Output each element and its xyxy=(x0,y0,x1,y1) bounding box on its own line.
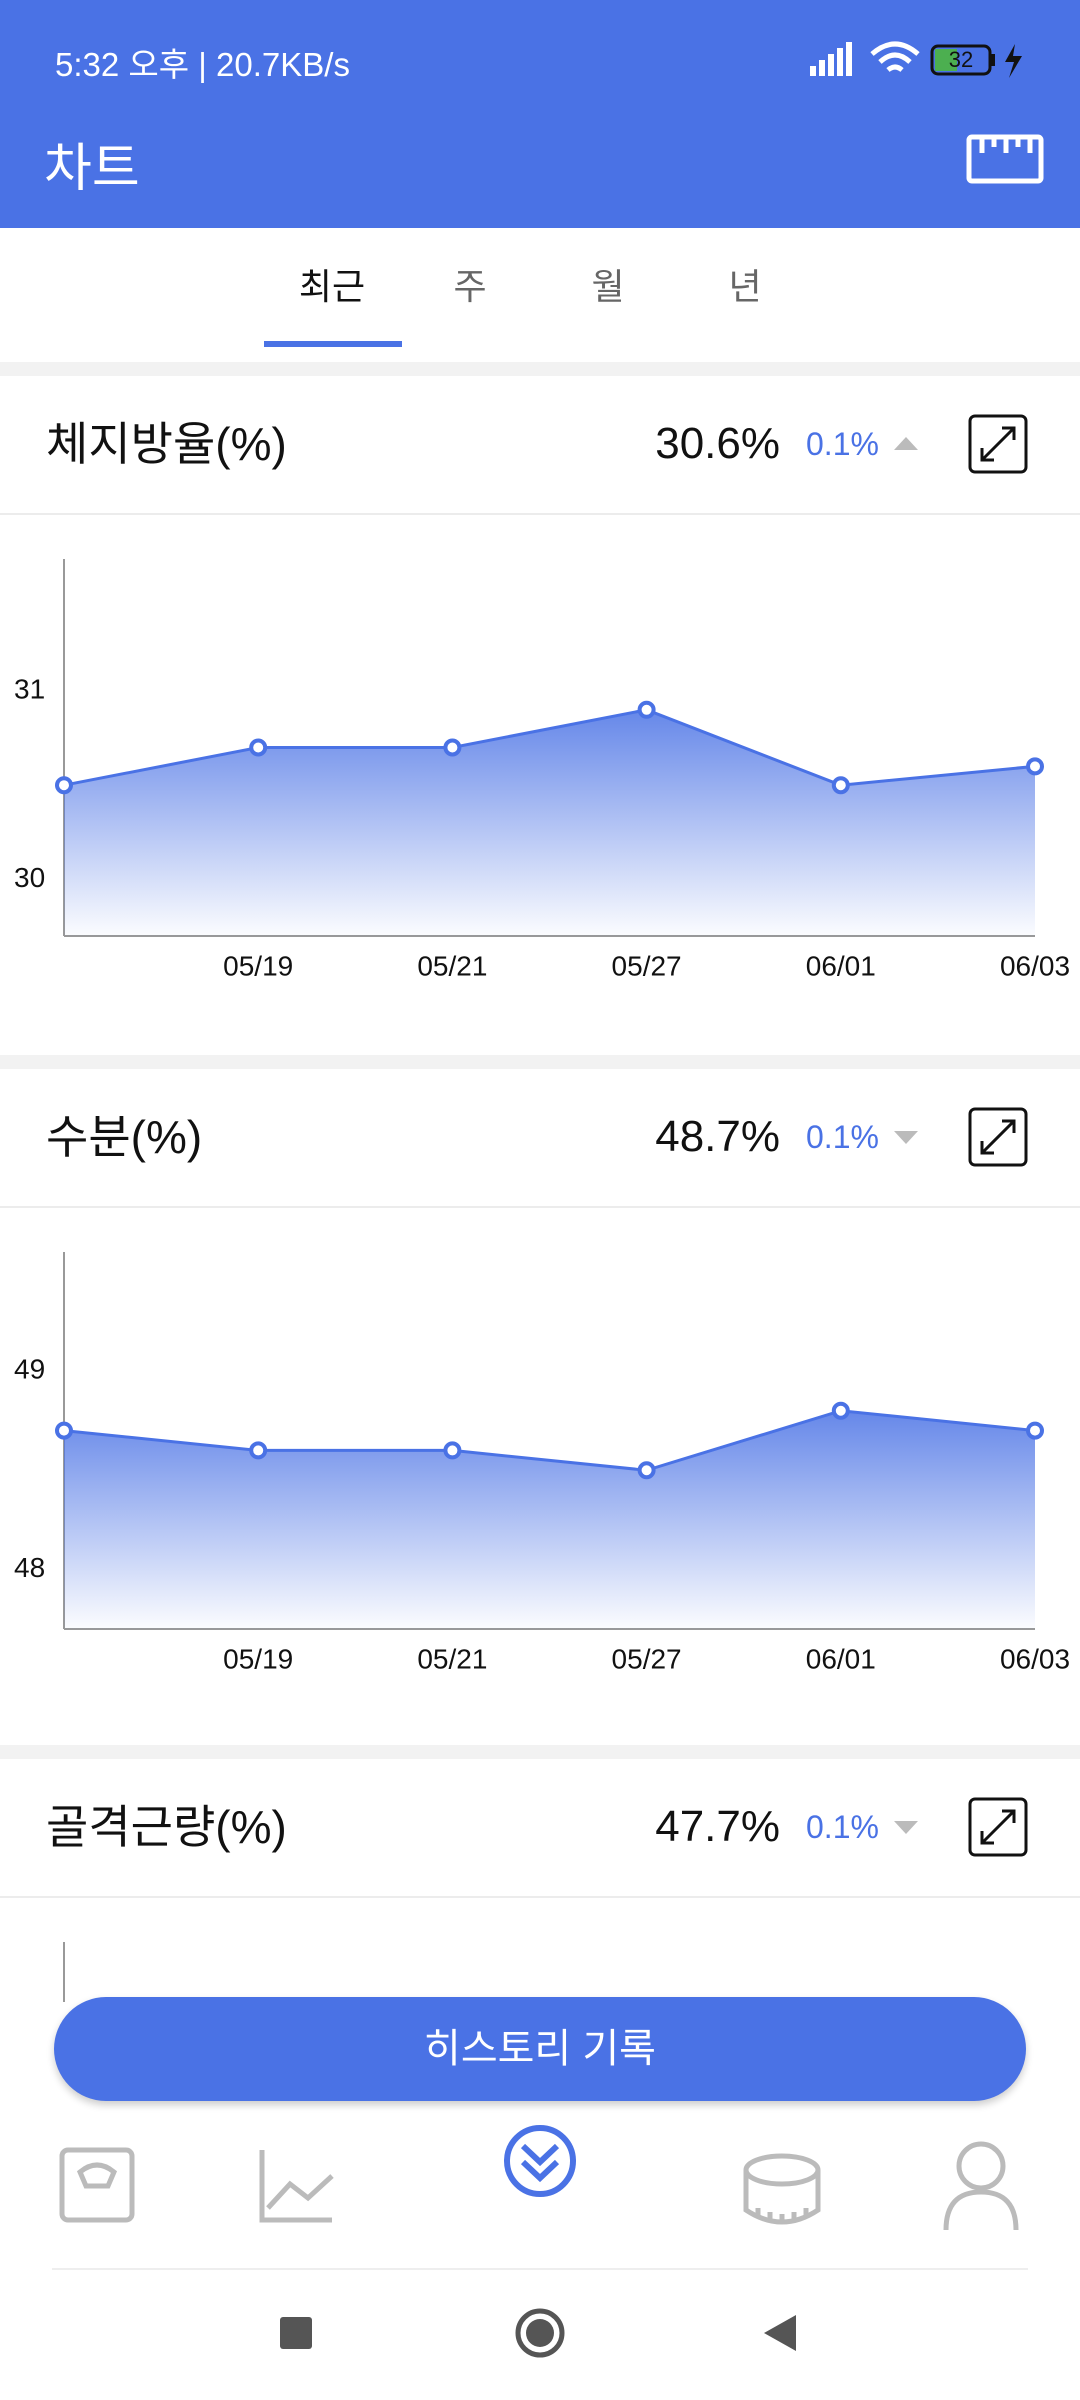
point xyxy=(831,1401,850,1420)
tab[interactable]: 년 xyxy=(728,266,762,307)
line xyxy=(63,708,1036,787)
point xyxy=(55,1421,73,1440)
expand-icon[interactable] xyxy=(968,1107,1028,1167)
x-tick-label: 06/03 xyxy=(1000,1643,1070,1674)
card-change: 0.1% xyxy=(806,1809,879,1845)
line-chart: 48 49 05/19 05/21 05/27 06/01 06/03 xyxy=(14,1252,1070,1674)
app-title: 차트 xyxy=(44,140,140,198)
tab[interactable]: 최근 xyxy=(298,266,366,307)
expand-arrows xyxy=(980,1119,1016,1155)
home-button[interactable] xyxy=(515,2308,565,2358)
nav-divider xyxy=(52,2268,1028,2270)
divider xyxy=(0,1896,1080,1898)
status-text: 5:32 오후 | 20.7KB/s xyxy=(55,46,350,83)
scale-icon[interactable] xyxy=(59,2147,135,2223)
x-tick-label: 05/19 xyxy=(223,1643,293,1674)
y-axis xyxy=(63,1942,65,2002)
card-value: 47.7% xyxy=(655,1802,780,1851)
point xyxy=(249,738,268,757)
back-button[interactable] xyxy=(764,2315,796,2351)
bottom-nav xyxy=(52,2125,1028,2358)
y-tick-label: 30 xyxy=(14,862,45,893)
x-tick-label: 05/27 xyxy=(612,1643,682,1674)
x-tick-label: 06/03 xyxy=(1000,950,1070,981)
expand-box xyxy=(968,1107,1028,1167)
line-chart: 30 31 05/19 05/21 05/27 06/01 06/03 xyxy=(14,559,1070,981)
card-icons xyxy=(894,1107,1028,1167)
point xyxy=(55,776,73,795)
x-tick-label: 05/21 xyxy=(417,1643,487,1674)
card-icons xyxy=(894,1797,1028,1857)
tab[interactable]: 주 xyxy=(453,266,487,307)
point xyxy=(1026,757,1044,776)
point xyxy=(637,700,656,719)
tab-indicator xyxy=(264,341,402,347)
point xyxy=(831,776,850,795)
card-value: 48.7% xyxy=(655,1112,780,1161)
card-change: 0.1% xyxy=(806,426,879,462)
card-icons xyxy=(894,414,1028,474)
area xyxy=(64,1410,1035,1629)
x-tick-label: 06/01 xyxy=(806,950,876,981)
point xyxy=(443,1441,462,1460)
point xyxy=(637,1461,656,1480)
x-tick-label: 06/01 xyxy=(806,1643,876,1674)
card-value: 30.6% xyxy=(655,419,780,468)
divider xyxy=(0,1206,1080,1208)
profile-icon[interactable] xyxy=(956,2141,1006,2191)
ruler-icon[interactable] xyxy=(966,134,1044,184)
section-gap xyxy=(0,1745,1080,1759)
section-gap xyxy=(0,1055,1080,1069)
history-button[interactable]: 히스토리 기록 xyxy=(54,1997,1026,2101)
expand-arrows xyxy=(980,1809,1016,1845)
expand-icon[interactable] xyxy=(968,1797,1028,1857)
point xyxy=(1026,1421,1044,1440)
tape-icon[interactable] xyxy=(743,2153,821,2187)
line xyxy=(63,1409,1036,1472)
x-tick-label: 05/19 xyxy=(223,950,293,981)
y-tick-label: 31 xyxy=(14,673,45,704)
chart-icon[interactable] xyxy=(259,2150,334,2223)
y-tick-label: 49 xyxy=(14,1353,45,1384)
trend-arrow xyxy=(894,1821,918,1834)
card-title: 체지방율(%) xyxy=(46,418,287,470)
section-gap xyxy=(0,362,1080,376)
y-tick-label: 48 xyxy=(14,1552,45,1583)
card-title: 골격근량(%) xyxy=(46,1801,287,1853)
card-title: 수분(%) xyxy=(46,1111,203,1163)
divider xyxy=(0,513,1080,515)
point xyxy=(443,738,462,757)
point xyxy=(249,1441,268,1460)
recent-button[interactable] xyxy=(280,2317,312,2349)
trend-arrow xyxy=(894,1131,918,1144)
x-tick-label: 05/27 xyxy=(612,950,682,981)
expand-box xyxy=(968,414,1028,474)
status-icons: 32 xyxy=(810,41,1022,78)
area xyxy=(64,709,1035,936)
tab[interactable]: 월 xyxy=(591,266,625,307)
app-bar xyxy=(0,0,1080,228)
expand-arrows xyxy=(980,426,1016,462)
x-tick-label: 05/21 xyxy=(417,950,487,981)
card-change: 0.1% xyxy=(806,1119,879,1155)
expand-box xyxy=(968,1797,1028,1857)
trend-arrow xyxy=(894,437,918,450)
battery-level: 32 xyxy=(949,47,973,72)
expand-icon[interactable] xyxy=(968,414,1028,474)
